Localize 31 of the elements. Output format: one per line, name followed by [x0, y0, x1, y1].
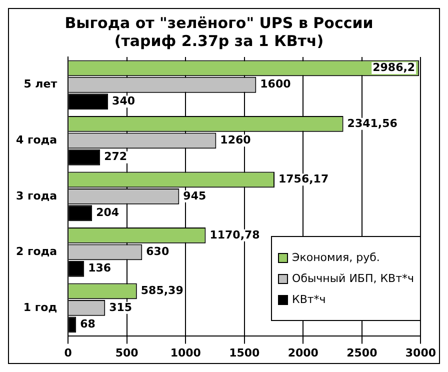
legend-label: Экономия, руб.: [292, 251, 380, 264]
data-label: 2341,56: [347, 116, 398, 130]
x-tick-label: 500: [115, 346, 139, 360]
x-tick-label: 1000: [170, 346, 202, 360]
y-tick-label: 2 года: [16, 245, 58, 258]
data-label: 1260: [220, 134, 252, 146]
y-tick-label: 3 года: [16, 189, 58, 202]
x-tick-label: 2000: [288, 346, 319, 360]
y-tick-label: 4 года: [16, 134, 58, 146]
x-tick-label: 3000: [405, 346, 436, 360]
data-label: 68: [80, 318, 96, 331]
legend-label: КВт*ч: [292, 293, 326, 306]
data-label: 1600: [260, 78, 292, 91]
y-tick-label: 5 лет: [24, 78, 58, 91]
data-label: 1756,17: [278, 172, 329, 186]
y-tick-label: 1 год: [23, 300, 58, 314]
data-label: 315: [109, 300, 132, 314]
data-label: 272: [104, 150, 128, 164]
data-label: 204: [96, 206, 120, 219]
x-tick-label: 2500: [346, 346, 378, 360]
chart-title: Выгода от "зелёного" UPS в России (тариф 2.37р за 1 КВтч): [64, 14, 374, 50]
data-label: 585,39: [140, 284, 184, 298]
data-label: 340: [112, 94, 136, 108]
legend-label: Обычный ИБП, КВт*ч: [292, 272, 414, 285]
data-label: 2986,2: [372, 61, 416, 74]
x-tick-label: 0: [64, 346, 72, 360]
data-label: 1170,78: [210, 228, 260, 242]
data-label: 630: [146, 245, 170, 258]
x-tick-label: 1500: [229, 346, 260, 360]
data-label: 945: [183, 189, 206, 202]
data-label: 136: [88, 262, 112, 275]
